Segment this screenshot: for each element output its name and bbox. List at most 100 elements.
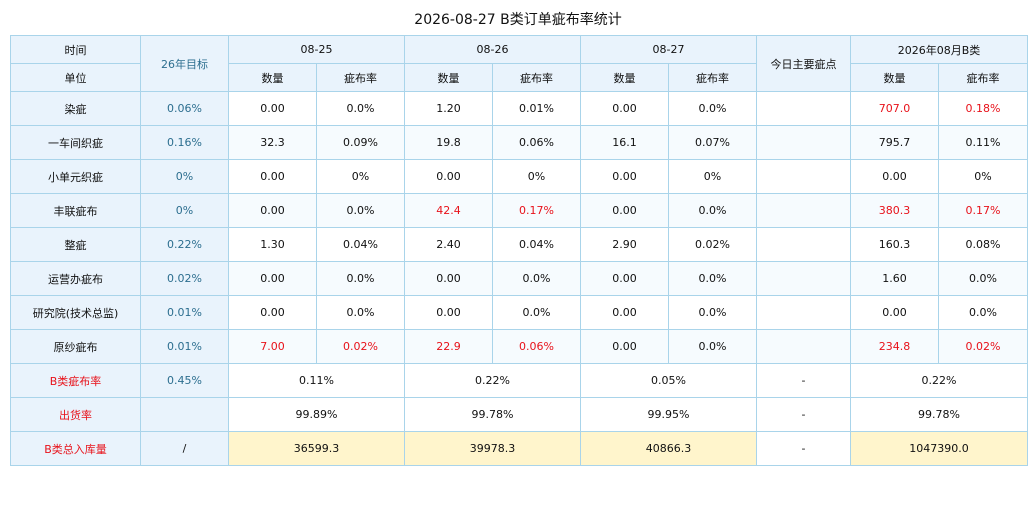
main-defect-cell: - [756, 363, 851, 398]
target-header: 26年目标 [140, 35, 229, 92]
table-row: 小单元织疵 0% 0.00 0% 0.00 0% 0.00 0% 0.00 0% [10, 159, 1029, 194]
rate-header: 疵布率 [668, 63, 757, 92]
target-cell: 0.45% [140, 363, 229, 398]
target-cell: 0.16% [140, 125, 229, 160]
main-defect-cell [756, 329, 851, 364]
month-qty-cell: 1.60 [850, 261, 939, 296]
date-header-1: 08-25 [228, 35, 405, 64]
rate-cell: 0.02% [668, 227, 757, 262]
rate-header: 疵布率 [937, 63, 1029, 92]
rate-header: 疵布率 [316, 63, 405, 92]
rate-cell: 0.09% [316, 125, 405, 160]
target-cell: 0% [140, 159, 229, 194]
defect-rate-table: 时间 26年目标 08-25 08-26 08-27 今日主要疵点 2026年0… [10, 35, 1029, 466]
main-defect-cell [756, 91, 851, 126]
table-row: 原纱疵布 0.01% 7.00 0.02% 22.9 0.06% 0.00 0.… [10, 329, 1029, 364]
main-defect-cell [756, 159, 851, 194]
target-cell: 0% [140, 193, 229, 228]
qty-cell: 32.3 [228, 125, 317, 160]
rate-cell: 0.06% [492, 125, 581, 160]
rate-cell: 0.0% [668, 329, 757, 364]
qty-cell: 0.00 [404, 261, 493, 296]
qty-cell: 0.00 [580, 91, 669, 126]
rate-cell: 0.0% [316, 193, 405, 228]
qty-cell: 0.00 [580, 159, 669, 194]
row-label: 研究院(技术总监) [10, 295, 141, 330]
qty-header: 数量 [580, 63, 669, 92]
month-qty-cell: 380.3 [850, 193, 939, 228]
month-rate-cell: 0.0% [937, 261, 1029, 296]
row-label: 染疵 [10, 91, 141, 126]
qty-cell: 19.8 [404, 125, 493, 160]
month-rate-cell: 0.17% [937, 193, 1029, 228]
qty-cell: 0.00 [580, 261, 669, 296]
rate-cell: 0.0% [668, 295, 757, 330]
qty-cell: 1.20 [404, 91, 493, 126]
month-summary-cell: 1047390.0 [849, 431, 1029, 466]
target-cell: 0.01% [140, 329, 229, 364]
rate-cell: 0.0% [316, 91, 405, 126]
main-defect-header: 今日主要疵点 [756, 35, 851, 92]
target-cell: 0.02% [140, 261, 229, 296]
row-label: 小单元织疵 [10, 159, 141, 194]
row-label: B类总入库量 [10, 431, 141, 466]
rate-cell: 0.01% [492, 91, 581, 126]
target-cell [140, 397, 229, 432]
table-row: 运营办疵布 0.02% 0.00 0.0% 0.00 0.0% 0.00 0.0… [10, 261, 1029, 296]
table-row: 研究院(技术总监) 0.01% 0.00 0.0% 0.00 0.0% 0.00… [10, 295, 1029, 330]
summary-row-shipment-rate: 出货率 99.89% 99.78% 99.95% - 99.78% [10, 397, 1029, 432]
qty-header: 数量 [404, 63, 493, 92]
date-header-2: 08-26 [404, 35, 581, 64]
summary-value-cell: 36599.3 [228, 431, 405, 466]
row-label: 一车间织疵 [10, 125, 141, 160]
month-rate-cell: 0.0% [937, 295, 1029, 330]
month-rate-cell: 0% [937, 159, 1029, 194]
summary-value-cell: 99.95% [580, 397, 757, 432]
rate-cell: 0.0% [668, 91, 757, 126]
rate-cell: 0.04% [492, 227, 581, 262]
rate-cell: 0.04% [316, 227, 405, 262]
summary-value-cell: 0.05% [580, 363, 757, 398]
qty-cell: 16.1 [580, 125, 669, 160]
summary-value-cell: 0.22% [404, 363, 581, 398]
rate-header: 疵布率 [492, 63, 581, 92]
month-header: 2026年08月B类 [849, 35, 1029, 64]
month-summary-cell: 0.22% [849, 363, 1029, 398]
main-defect-cell [756, 193, 851, 228]
qty-cell: 2.90 [580, 227, 669, 262]
target-cell: / [140, 431, 229, 466]
qty-cell: 0.00 [580, 193, 669, 228]
month-qty-cell: 707.0 [850, 91, 939, 126]
target-cell: 0.01% [140, 295, 229, 330]
month-qty-cell: 160.3 [850, 227, 939, 262]
main-defect-cell [756, 227, 851, 262]
month-rate-cell: 0.02% [937, 329, 1029, 364]
month-qty-cell: 795.7 [850, 125, 939, 160]
rate-cell: 0.17% [492, 193, 581, 228]
rate-cell: 0.02% [316, 329, 405, 364]
target-cell: 0.06% [140, 91, 229, 126]
rate-cell: 0% [492, 159, 581, 194]
summary-value-cell: 0.11% [228, 363, 405, 398]
qty-cell: 1.30 [228, 227, 317, 262]
qty-cell: 0.00 [228, 91, 317, 126]
qty-cell: 0.00 [228, 261, 317, 296]
row-label: 出货率 [10, 397, 141, 432]
month-qty-cell: 0.00 [850, 295, 939, 330]
main-defect-cell: - [756, 431, 851, 466]
rate-cell: 0.0% [316, 295, 405, 330]
rate-cell: 0% [668, 159, 757, 194]
rate-cell: 0% [316, 159, 405, 194]
rate-cell: 0.0% [668, 261, 757, 296]
summary-row-total-stock: B类总入库量 / 36599.3 39978.3 40866.3 - 10473… [10, 431, 1029, 466]
qty-cell: 0.00 [228, 295, 317, 330]
qty-cell: 0.00 [404, 295, 493, 330]
qty-cell: 42.4 [404, 193, 493, 228]
qty-cell: 0.00 [228, 193, 317, 228]
qty-cell: 0.00 [228, 159, 317, 194]
rate-cell: 0.07% [668, 125, 757, 160]
summary-value-cell: 99.78% [404, 397, 581, 432]
rate-cell: 0.0% [492, 295, 581, 330]
table-row: 丰联疵布 0% 0.00 0.0% 42.4 0.17% 0.00 0.0% 3… [10, 193, 1029, 228]
main-defect-cell [756, 261, 851, 296]
